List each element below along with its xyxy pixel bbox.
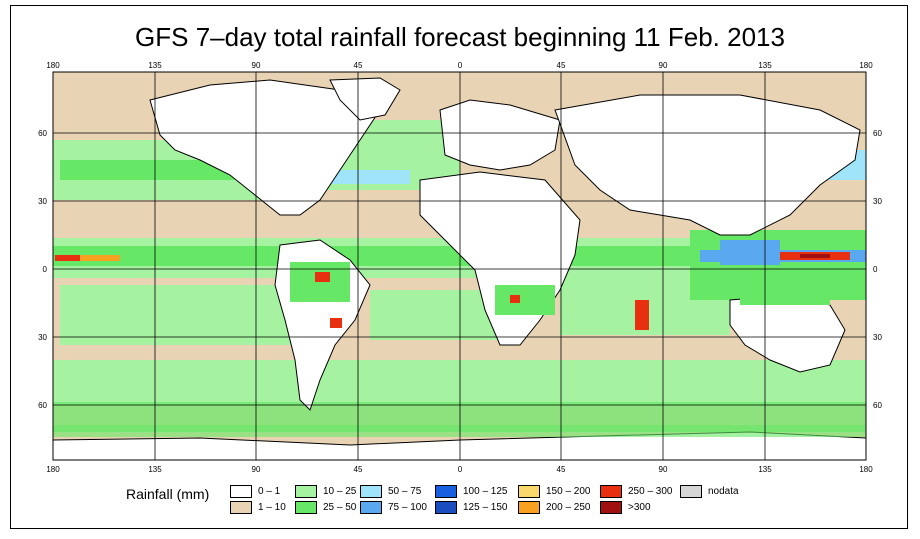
lon-label: 180 [46, 465, 60, 474]
legend-item: 25 – 50 [295, 500, 356, 514]
legend-swatch [230, 500, 252, 514]
legend-swatch [295, 484, 317, 498]
legend-item: 250 – 300 [600, 484, 673, 498]
lon-labels-bottom: 180 135 90 45 0 45 90 135 180 [46, 465, 873, 474]
lon-label: 135 [758, 61, 772, 70]
lon-label: 180 [859, 465, 873, 474]
legend-label: 25 – 50 [323, 501, 357, 513]
legend-swatch [230, 484, 252, 498]
indonesia-rain [720, 240, 780, 265]
legend-label: 50 – 75 [388, 485, 422, 497]
lon-label: 180 [859, 61, 873, 70]
north-america [149, 79, 381, 216]
legend-title: Rainfall (mm) [126, 486, 210, 502]
legend-label: 1 – 10 [258, 501, 286, 513]
legend-swatch [435, 484, 457, 498]
lon-label: 90 [659, 61, 668, 70]
legend-item: nodata [680, 484, 739, 498]
lon-label: 135 [148, 61, 162, 70]
legend-item: 100 – 125 [435, 484, 508, 498]
lon-label: 90 [252, 61, 261, 70]
south-pacific-band [60, 285, 300, 345]
legend-item: 125 – 150 [435, 500, 508, 514]
legend-label: 250 – 300 [628, 485, 673, 497]
lat-label: 30 [38, 333, 47, 342]
lon-label: 45 [354, 465, 363, 474]
amazon-rain-red [315, 272, 330, 282]
lon-label: 0 [458, 465, 463, 474]
legend-swatch [600, 484, 622, 498]
legend-label: 10 – 25 [323, 485, 357, 497]
legend-item: 50 – 75 [360, 484, 421, 498]
indian-ocean-red [635, 300, 649, 330]
brazil-rain-red [330, 318, 342, 328]
legend-item: 75 – 100 [360, 500, 427, 514]
asia [554, 94, 861, 236]
legend-swatch [360, 500, 382, 514]
lat-label: 0 [873, 265, 878, 274]
lon-label: 45 [354, 61, 363, 70]
lon-label: 180 [46, 61, 60, 70]
legend-label: 150 – 200 [546, 485, 591, 497]
map-border [52, 71, 867, 461]
legend-label: 75 – 100 [388, 501, 427, 513]
legend-swatch [360, 484, 382, 498]
legend-label: 0 – 1 [258, 485, 281, 497]
legend-swatch [435, 500, 457, 514]
southern-africa-rain [495, 285, 555, 315]
lat-labels-right: 60 30 0 30 60 [873, 129, 882, 410]
legend-item: >300 [600, 500, 651, 514]
lat-label: 60 [38, 129, 47, 138]
lat-label: 30 [873, 197, 882, 206]
lat-label: 30 [38, 197, 47, 206]
legend-label: 125 – 150 [463, 501, 508, 513]
map-title: GFS 7–day total rainfall forecast beginn… [135, 22, 785, 52]
lon-label: 90 [659, 465, 668, 474]
legend-item: 200 – 250 [518, 500, 591, 514]
legend-item: 10 – 25 [295, 484, 356, 498]
legend-label: 100 – 125 [463, 485, 508, 497]
greenland [329, 77, 401, 121]
lon-labels-top: 180 135 90 45 0 45 90 135 180 [46, 61, 873, 70]
legend-swatch [295, 500, 317, 514]
lon-label: 135 [148, 465, 162, 474]
legend-label: 200 – 250 [546, 501, 591, 513]
africa-rain-red [510, 295, 520, 303]
legend-swatch [518, 500, 540, 514]
equator-orange-west [80, 255, 120, 261]
legend-swatch [600, 500, 622, 514]
north-australia-rain [740, 290, 830, 305]
legend-swatch [518, 484, 540, 498]
europe [439, 99, 561, 171]
lon-label: 45 [557, 61, 566, 70]
lat-label: 60 [873, 129, 882, 138]
legend-item: 1 – 10 [230, 500, 286, 514]
legend-item: 0 – 1 [230, 484, 280, 498]
legend-swatch [680, 484, 702, 498]
lat-label: 60 [873, 401, 882, 410]
equator-dark-red [800, 254, 830, 258]
lon-label: 0 [458, 61, 463, 70]
lat-label: 60 [38, 401, 47, 410]
legend-label: nodata [708, 485, 739, 497]
lon-label: 135 [758, 465, 772, 474]
lat-label: 30 [873, 333, 882, 342]
antarctic-coast-rain [53, 425, 866, 437]
legend-label: >300 [628, 501, 651, 513]
graticule [53, 72, 866, 460]
equator-red-west [55, 255, 80, 261]
lon-label: 90 [252, 465, 261, 474]
map-body [53, 72, 866, 460]
lat-label: 0 [43, 265, 48, 274]
lon-label: 45 [557, 465, 566, 474]
southern-band-green [53, 360, 866, 405]
legend-item: 150 – 200 [518, 484, 591, 498]
lat-labels-left: 60 30 0 30 60 [38, 129, 47, 410]
figure-frame [10, 5, 908, 529]
